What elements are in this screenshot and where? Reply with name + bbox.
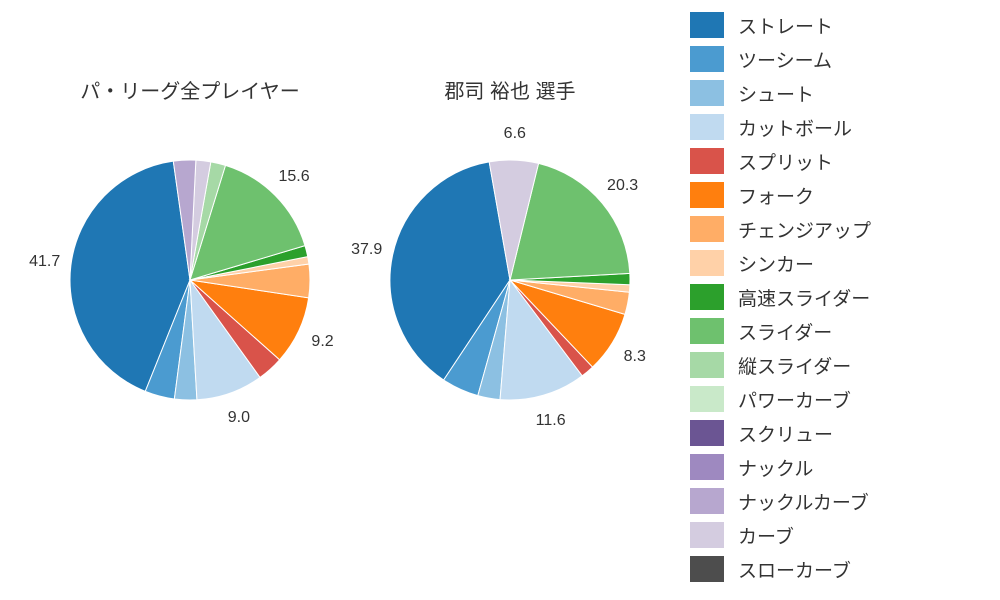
pie-title: パ・リーグ全プレイヤー (40, 75, 340, 104)
pie-slice-label: 37.9 (351, 241, 382, 259)
pie-chart (68, 158, 312, 402)
legend-label: スライダー (738, 318, 832, 345)
legend-item: 高速スライダー (690, 280, 990, 314)
legend-item: スプリット (690, 144, 990, 178)
legend-item: ナックルカーブ (690, 484, 990, 518)
legend-swatch (690, 12, 724, 38)
legend-swatch (690, 556, 724, 582)
legend-label: 縦スライダー (738, 352, 851, 379)
legend-swatch (690, 250, 724, 276)
legend-label: ナックル (738, 454, 813, 481)
legend: ストレートツーシームシュートカットボールスプリットフォークチェンジアップシンカー… (690, 0, 990, 586)
pie-slice-label: 41.7 (29, 253, 60, 271)
pie-slice-label: 11.6 (536, 412, 566, 430)
legend-label: シンカー (738, 250, 814, 277)
legend-swatch (690, 216, 724, 242)
legend-swatch (690, 522, 724, 548)
chart-area: パ・リーグ全プレイヤー 41.7 9.0 9.2 15.6 郡司 裕也 選手 37.9 11.… (0, 0, 680, 600)
legend-swatch (690, 114, 724, 140)
legend-label: スプリット (738, 148, 833, 175)
legend-label: カーブ (738, 522, 794, 549)
legend-item: パワーカーブ (690, 382, 990, 416)
pie-slice-label: 20.3 (607, 177, 638, 195)
legend-swatch (690, 454, 724, 480)
legend-swatch (690, 182, 724, 208)
legend-swatch (690, 386, 724, 412)
legend-label: ナックルカーブ (738, 488, 869, 515)
pie-slice-label: 9.2 (311, 333, 333, 351)
legend-swatch (690, 46, 724, 72)
legend-item: シンカー (690, 246, 990, 280)
legend-label: スクリュー (738, 420, 833, 447)
legend-swatch (690, 318, 724, 344)
legend-swatch (690, 488, 724, 514)
legend-label: フォーク (738, 182, 814, 209)
pie-title: 郡司 裕也 選手 (360, 75, 660, 104)
legend-item: カットボール (690, 110, 990, 144)
legend-swatch (690, 80, 724, 106)
pie-slice-label: 6.6 (504, 125, 526, 143)
legend-swatch (690, 148, 724, 174)
pie-slice-label: 9.0 (228, 409, 250, 427)
legend-item: ストレート (690, 8, 990, 42)
legend-label: カットボール (738, 114, 852, 141)
pie-chart (388, 158, 632, 402)
legend-item: スクリュー (690, 416, 990, 450)
legend-swatch (690, 284, 724, 310)
legend-label: チェンジアップ (738, 216, 871, 243)
legend-label: ストレート (738, 12, 833, 39)
legend-item: 縦スライダー (690, 348, 990, 382)
pie-slice-label: 15.6 (278, 168, 309, 186)
pie-slice-label: 8.3 (624, 348, 646, 366)
legend-item: スライダー (690, 314, 990, 348)
legend-label: ツーシーム (738, 46, 832, 73)
legend-item: ナックル (690, 450, 990, 484)
legend-label: パワーカーブ (738, 386, 851, 413)
legend-swatch (690, 420, 724, 446)
legend-swatch (690, 352, 724, 378)
legend-label: スローカーブ (738, 556, 851, 583)
legend-label: 高速スライダー (738, 284, 870, 311)
legend-item: ツーシーム (690, 42, 990, 76)
legend-item: カーブ (690, 518, 990, 552)
legend-label: シュート (738, 80, 814, 107)
legend-item: シュート (690, 76, 990, 110)
legend-item: チェンジアップ (690, 212, 990, 246)
legend-item: フォーク (690, 178, 990, 212)
legend-item: スローカーブ (690, 552, 990, 586)
